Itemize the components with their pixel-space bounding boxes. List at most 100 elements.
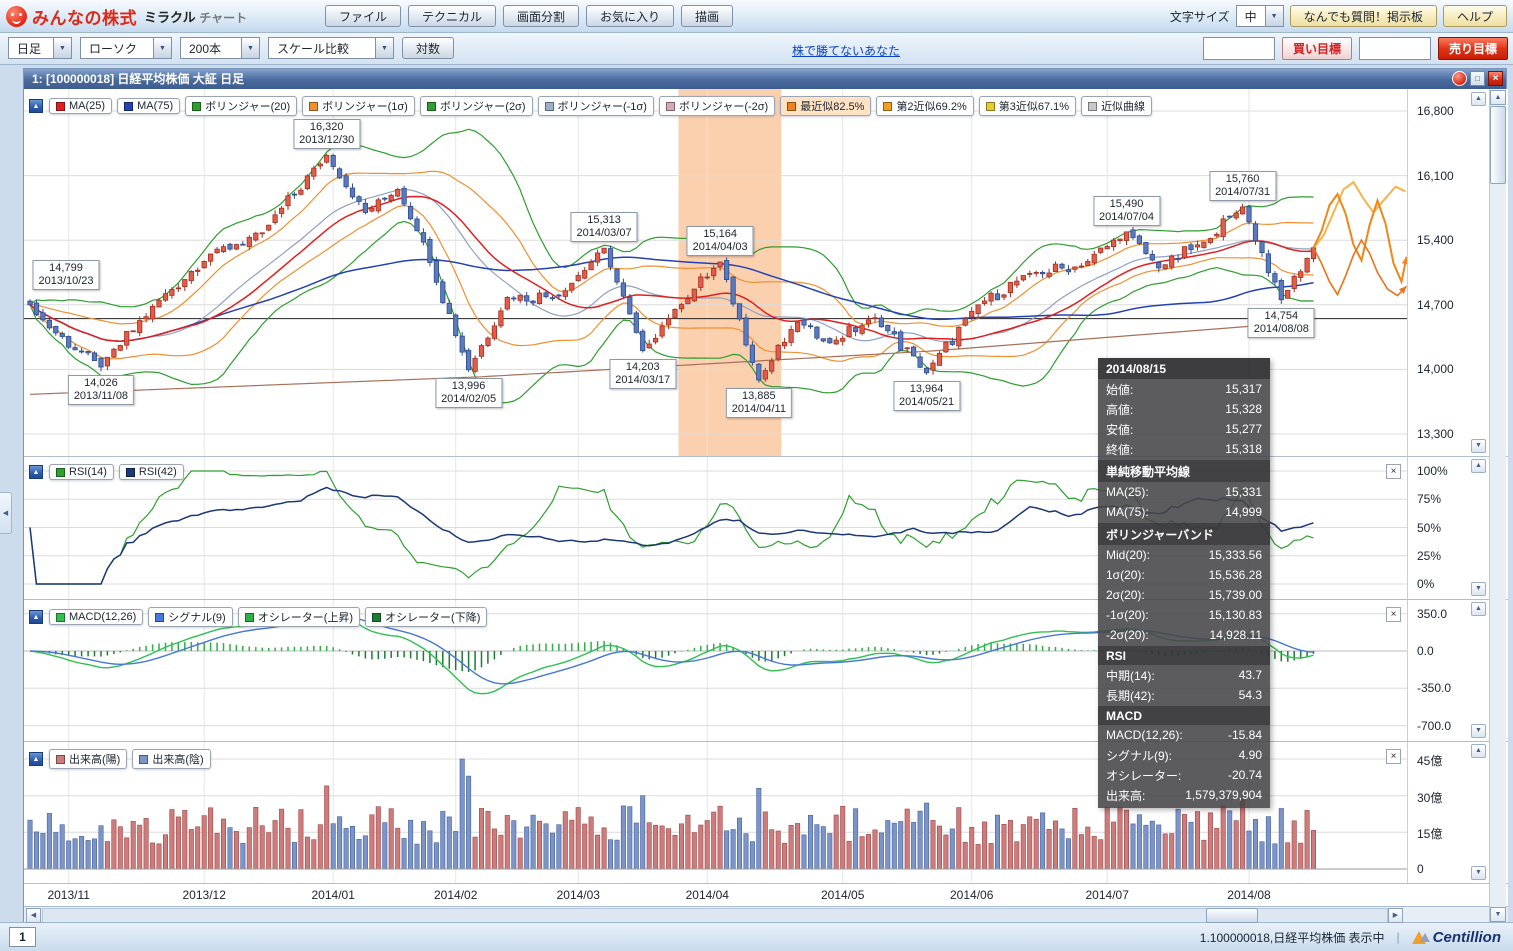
sell-target-input[interactable] (1358, 37, 1431, 60)
rsi-panel-collapse-button[interactable]: ▲ (29, 465, 43, 479)
scroll-down-button[interactable]: ▼ (1490, 907, 1506, 922)
indicator-chip[interactable]: MACD(12,26) (49, 609, 144, 625)
product-name-sub: チャート (199, 11, 248, 25)
rsi-panel-close-button[interactable]: × (1386, 464, 1401, 479)
price-scale-up-button[interactable]: ▲ (1471, 92, 1486, 106)
macd-scale-up-button[interactable]: ▲ (1471, 602, 1486, 616)
chip-color-swatch (426, 101, 436, 111)
indicator-chip[interactable]: 第3近似67.1% (978, 96, 1077, 116)
bar-count-select[interactable]: 200本 (180, 37, 242, 59)
tooltip-section-header: RSI (1098, 646, 1270, 665)
axis-tick-label: -700.0 (1417, 718, 1452, 733)
macd-scale-down-button[interactable]: ▼ (1471, 724, 1486, 738)
chip-color-swatch (1088, 101, 1098, 111)
volume-panel-close-button[interactable]: × (1386, 749, 1401, 764)
chip-label: MA(75) (137, 100, 174, 112)
chart-style-select[interactable]: ローソク (80, 37, 154, 59)
tooltip-row: 終値: 15,318 (1106, 442, 1262, 457)
help-button[interactable]: ヘルプ (1442, 5, 1507, 27)
draw-button[interactable]: 描画 (681, 5, 734, 27)
file-button[interactable]: ファイル (325, 5, 402, 27)
axis-tick-label: 350.0 (1417, 606, 1448, 621)
timeframe-select[interactable]: 日足 (8, 37, 54, 59)
indicator-chip[interactable]: オシレーター(上昇) (237, 607, 361, 627)
rsi-chiprow: ▲ RSI(14) RSI(42) (29, 464, 189, 480)
window-close-button[interactable]: × (1488, 71, 1503, 86)
timeframe-dropdown-arrow[interactable]: ▼ (53, 37, 72, 59)
window-restore-button[interactable]: □ (1470, 71, 1485, 86)
macd-panel-close-button[interactable]: × (1386, 607, 1401, 622)
scroll-up-button[interactable]: ▲ (1490, 90, 1506, 105)
price-panel-collapse-button[interactable]: ▲ (29, 99, 43, 113)
indicator-chip[interactable]: ボリンジャー(2σ) (419, 96, 533, 116)
buy-target-input[interactable] (1202, 37, 1275, 60)
buy-target-button[interactable]: 買い目標 (1281, 37, 1352, 60)
hscrollbar-thumb[interactable] (1206, 908, 1258, 923)
chart-style-dropdown-arrow[interactable]: ▼ (153, 37, 172, 59)
indicator-chip[interactable]: シグナル(9) (148, 607, 233, 627)
qa-board-button[interactable]: なんでも質問！掲示板 (1289, 5, 1437, 27)
volume-scale-up-button[interactable]: ▲ (1471, 744, 1486, 758)
rsi-scale-down-button[interactable]: ▼ (1471, 582, 1486, 596)
axis-tick-label: 0.0 (1417, 644, 1434, 658)
technical-button[interactable]: テクニカル (408, 5, 497, 27)
centillion-logo: Centillion (1411, 929, 1501, 946)
volume-scale-down-button[interactable]: ▼ (1471, 866, 1486, 880)
axis-tick-label: 100% (1417, 464, 1448, 478)
price-indicator-chips: MA(25) MA(75) ボリンジャー(20) ボリンジャー(1σ) ボリンジャー(2… (49, 96, 1157, 116)
indicator-chip[interactable]: 出来高(陰) (132, 749, 211, 769)
chart-tab-1[interactable]: 1 (9, 927, 36, 947)
sell-target-button[interactable]: 売り目標 (1437, 37, 1508, 60)
chip-color-swatch (665, 101, 675, 111)
ad-link[interactable]: 株で勝てないあなた (792, 44, 901, 58)
price-chiprow: ▲ MA(25) MA(75) ボリンジャー(20) ボリンジャー(1σ) ボリンジャー… (29, 96, 1157, 116)
app-logo[interactable]: みんなの株式 ミラクル チャート (6, 4, 247, 29)
rsi-scale-up-button[interactable]: ▲ (1471, 459, 1486, 473)
indicator-chip[interactable]: 出来高(陽) (49, 749, 128, 769)
price-scale-down-button[interactable]: ▼ (1471, 439, 1486, 453)
x-axis-label: 2014/07 (1085, 888, 1129, 902)
hscrollbar-track[interactable] (42, 908, 1388, 923)
indicator-chip[interactable]: オシレーター(下降) (365, 607, 488, 627)
indicator-chip[interactable]: 第2近似69.2% (876, 96, 974, 116)
chip-color-swatch (985, 101, 995, 111)
indicator-chip[interactable]: RSI(42) (118, 464, 184, 480)
side-panel-toggle[interactable]: ◀ (0, 492, 12, 534)
rsi-indicator-chips: RSI(14) RSI(42) (49, 464, 189, 480)
macd-panel-collapse-button[interactable]: ▲ (29, 610, 43, 624)
bar-count-dropdown-arrow[interactable]: ▼ (241, 37, 260, 59)
font-size-select[interactable]: 中 (1235, 5, 1266, 27)
centillion-icon-2 (1419, 932, 1430, 942)
chart-window-titlebar[interactable]: 1: [100000018] 日経平均株価 大証 日足 □ × (24, 69, 1506, 89)
indicator-chip[interactable]: ボリンジャー(-1σ) (537, 96, 654, 116)
chip-color-swatch (309, 101, 319, 111)
indicator-chip[interactable]: MA(25) (49, 98, 113, 114)
indicator-chip[interactable]: ボリンジャー(-2σ) (658, 96, 776, 116)
x-axis-label: 2013/11 (47, 888, 90, 902)
font-size-dropdown-arrow[interactable]: ▼ (1264, 5, 1284, 27)
tooltip-row: MA(25): 15,331 (1106, 485, 1262, 499)
indicator-chip[interactable]: ボリンジャー(20) (185, 96, 298, 116)
log-scale-button[interactable]: 対数 (402, 37, 455, 59)
scale-compare-select[interactable]: スケール比較 (268, 37, 376, 59)
scale-compare-dropdown-arrow[interactable]: ▼ (375, 37, 394, 59)
chip-label: RSI(14) (69, 466, 107, 478)
top-menubar: みんなの株式 ミラクル チャート ファイル テクニカル 画面分割 お気に入り 描… (0, 0, 1513, 33)
scroll-right-button[interactable]: ▶ (1388, 908, 1403, 923)
vscrollbar-thumb[interactable] (1490, 106, 1506, 184)
tooltip-row: Mid(20): 15,333.56 (1106, 548, 1262, 562)
volume-chart (24, 742, 1407, 884)
x-axis-label: 2014/05 (820, 888, 865, 902)
indicator-chip[interactable]: ボリンジャー(1σ) (302, 96, 415, 116)
axis-tick-label: 15億 (1417, 827, 1443, 842)
indicator-chip[interactable]: MA(75) (117, 98, 181, 114)
favorites-button[interactable]: お気に入り (586, 5, 675, 27)
split-screen-button[interactable]: 画面分割 (503, 5, 580, 27)
axis-tick-label: 16,800 (1417, 104, 1454, 118)
indicator-chip[interactable]: 近似曲線 (1081, 96, 1153, 116)
indicator-chip[interactable]: RSI(14) (49, 464, 114, 480)
volume-panel-collapse-button[interactable]: ▲ (29, 752, 43, 766)
scroll-left-button[interactable]: ◀ (26, 908, 41, 923)
indicator-chip[interactable]: 最近似82.5% (780, 96, 872, 116)
